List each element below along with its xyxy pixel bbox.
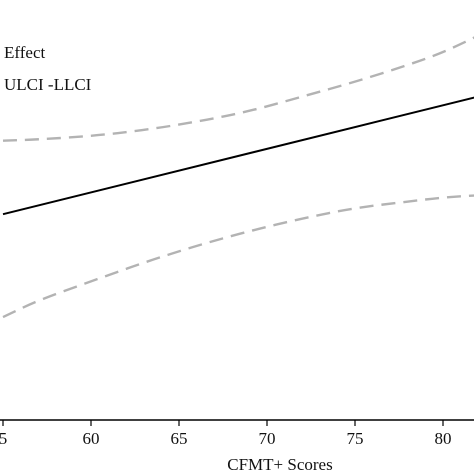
x-tick-label: 80 bbox=[435, 429, 452, 448]
series-line-effect bbox=[2, 96, 474, 216]
x-tick-label: 60 bbox=[83, 429, 100, 448]
x-tick-label: 70 bbox=[259, 429, 276, 448]
x-ticks: 5 60 65 70 75 80 bbox=[0, 420, 452, 448]
x-tick-label: 65 bbox=[171, 429, 188, 448]
x-tick-label: 5 bbox=[0, 429, 7, 448]
series-line-ulci bbox=[2, 36, 474, 142]
series-line-llci bbox=[2, 194, 474, 319]
x-tick-label: 75 bbox=[347, 429, 364, 448]
legend: Effect ULCI -LLCI bbox=[4, 43, 92, 94]
series-lines bbox=[2, 36, 474, 319]
legend-label-ci: ULCI -LLCI bbox=[4, 75, 92, 94]
x-axis-label: CFMT+ Scores bbox=[227, 455, 332, 474]
legend-label-effect: Effect bbox=[4, 43, 45, 62]
